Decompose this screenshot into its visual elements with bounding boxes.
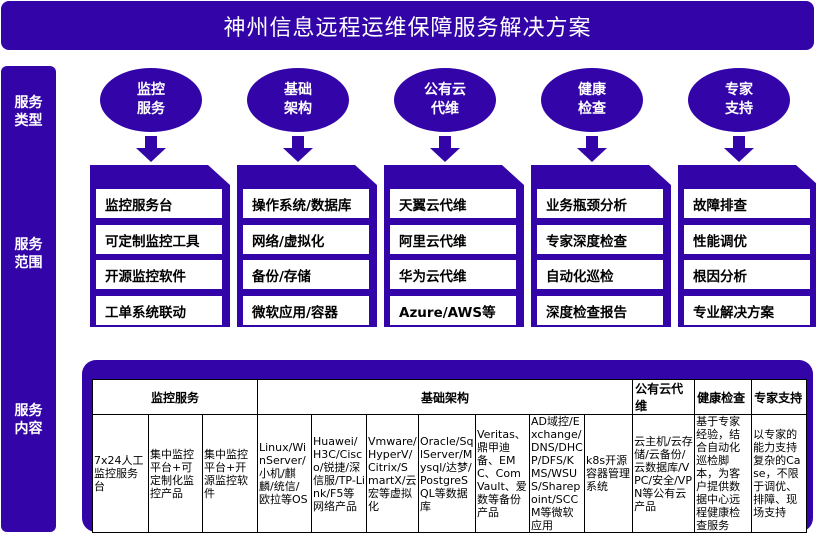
service-scope-card: 监控服务台可定制监控工具 开源监控软件 工单系统联动 xyxy=(90,165,230,327)
service-scope-card: 故障排查性能调优根因分析专业解决方案 xyxy=(678,165,816,327)
scope-item: Azure/AWS等 xyxy=(390,296,516,325)
table-cell: k8s开源容器管理系统 xyxy=(583,414,634,533)
scope-item: 专家深度检查 xyxy=(537,225,663,254)
scope-item: 天翼云代维 xyxy=(390,189,516,218)
service-type-ellipse: 监控 服务 xyxy=(100,68,202,132)
table-cell: Huawei/H3C/Cisco/锐捷/深信服/TP-Link/F5等网络产品 xyxy=(311,414,367,533)
scope-item: 华为云代维 xyxy=(390,260,516,289)
arrow-down-icon xyxy=(136,136,166,162)
arrow-down-icon xyxy=(577,136,607,162)
table-cell: 以专家的能力支持复杂的Case，不限于调优、排障、现场支持 xyxy=(751,414,808,533)
scope-item: 工单系统联动 xyxy=(96,296,222,325)
scope-item: 可定制监控工具 xyxy=(96,225,222,254)
sidebar: 服务 类型 服务 范围 服务 内容 xyxy=(1,66,56,532)
service-type-ellipse: 公有云 代维 xyxy=(394,68,496,132)
scope-item: 备份/存储 xyxy=(243,260,369,289)
scope-item: 业务瓶颈分析 xyxy=(537,189,663,218)
scope-item: 微软应用/容器 xyxy=(243,296,369,325)
table-cell: AD域控/Exchange/DNS/DHCP/DFS/KMS/WSUS/Shar… xyxy=(529,414,585,533)
scope-item: 监控服务台 xyxy=(96,189,222,218)
table-cell: Linux/WinServer/小机/麒麟/统信/欧拉等OS xyxy=(257,414,312,533)
sidebar-label-content: 服务 内容 xyxy=(14,403,43,437)
table-header: 基础架构 xyxy=(256,379,634,415)
table-cell: 云主机/云存储/云备份/云数据库/VPC/安全/VPN等公有云产品 xyxy=(632,414,696,533)
service-type-ellipse: 健康 检查 xyxy=(541,68,643,132)
scope-item: 网络/虚拟化 xyxy=(243,225,369,254)
service-type-ellipse: 基础 架构 xyxy=(247,68,349,132)
table-cell: 基于专家经验，结合自动化巡检脚本，为客户提供数据中心远程健康检查服务 xyxy=(694,414,753,533)
scope-item: 开源监控软件 xyxy=(96,260,222,289)
scope-item: 深度检查报告 xyxy=(537,296,663,325)
table-cell: Veritas、鼎甲迪备、EMC、ComVault、爱数等备份产品 xyxy=(475,414,530,533)
table-header: 健康检查 xyxy=(694,379,753,415)
table-cell: 7x24人工监控服务台 xyxy=(92,414,149,533)
table-cell: 集中监控平台+可定制化监控产品 xyxy=(148,414,203,533)
table-header: 专家支持 xyxy=(751,379,808,415)
sidebar-label-scope: 服务 范围 xyxy=(14,237,43,271)
scope-item: 根因分析 xyxy=(684,260,810,289)
service-scope-card: 天翼云代维阿里云代维华为云代维 Azure/AWS等 xyxy=(384,165,524,327)
page-title: 神州信息远程运维保障服务解决方案 xyxy=(1,1,814,50)
service-type-ellipse: 专家 支持 xyxy=(688,68,790,132)
service-content-table: 监控服务 基础架构 公有云代维 健康检查 专家支持 7x24人工监控服务台 集中监控平台+… xyxy=(92,379,808,533)
table-cell: Oracle/SqlServer/Mysql/达梦/PostgreSQL等数据库 xyxy=(418,414,476,533)
scope-item: 性能调优 xyxy=(684,225,810,254)
service-scope-card: 业务瓶颈分析 专家深度检查 自动化巡检深度检查报告 xyxy=(531,165,671,327)
table-cell: 集中监控平台+开源监控软件 xyxy=(202,414,258,533)
table-header-row: 监控服务 基础架构 公有云代维 健康检查 专家支持 xyxy=(92,379,808,415)
table-cell: Vmware/HyperV/Citrix/SmartX/云宏等虚拟化 xyxy=(366,414,419,533)
table-header: 公有云代维 xyxy=(632,379,696,415)
scope-item: 专业解决方案 xyxy=(684,296,810,325)
arrow-down-icon xyxy=(724,136,754,162)
service-scope-card: 操作系统/数据库 网络/虚拟化 备份/存储微软应用/容器 xyxy=(237,165,377,327)
sidebar-label-type: 服务 类型 xyxy=(14,95,43,129)
scope-item: 自动化巡检 xyxy=(537,260,663,289)
arrow-down-icon xyxy=(283,136,313,162)
scope-item: 操作系统/数据库 xyxy=(243,189,369,218)
scope-item: 阿里云代维 xyxy=(390,225,516,254)
table-header: 监控服务 xyxy=(92,379,258,415)
table-row: 7x24人工监控服务台 集中监控平台+可定制化监控产品 集中监控平台+开源监控软件 L… xyxy=(92,414,808,533)
arrow-down-icon xyxy=(430,136,460,162)
scope-item: 故障排查 xyxy=(684,189,810,218)
